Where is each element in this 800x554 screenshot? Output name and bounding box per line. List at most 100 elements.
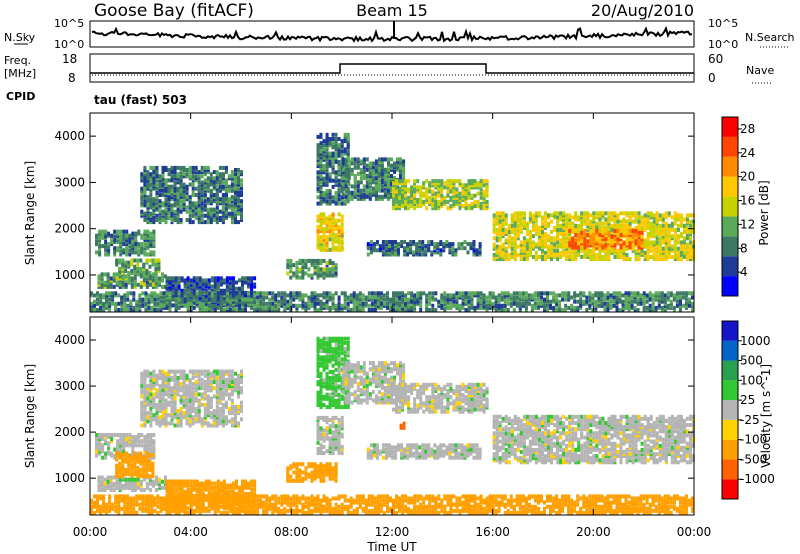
- data-cell: [495, 227, 499, 232]
- data-cell: [116, 445, 120, 450]
- data-cell: [652, 234, 656, 239]
- data-cell: [440, 181, 444, 186]
- data-cell: [689, 240, 692, 245]
- data-cell: [130, 282, 134, 287]
- data-cell: [558, 305, 562, 310]
- data-cell: [129, 301, 133, 306]
- data-cell: [322, 291, 326, 296]
- data-cell: [664, 211, 668, 216]
- data-cell: [615, 299, 619, 304]
- data-cell: [567, 295, 571, 300]
- data-cell: [119, 246, 123, 251]
- data-cell: [109, 278, 113, 283]
- data-cell: [146, 240, 150, 244]
- data-cell: [582, 301, 586, 306]
- data-cell: [319, 235, 323, 240]
- data-cell: [112, 481, 116, 486]
- data-cell: [111, 297, 115, 302]
- nave-tick-top: 60: [708, 52, 723, 66]
- data-cell: [126, 303, 130, 308]
- data-cell: [126, 293, 130, 298]
- data-cell: [148, 488, 152, 492]
- data-cell: [155, 186, 159, 191]
- data-cell: [416, 293, 420, 298]
- data-cell: [515, 291, 519, 296]
- data-cell: [568, 225, 572, 230]
- data-cell: [148, 264, 152, 269]
- data-cell: [185, 209, 189, 214]
- data-cell: [150, 295, 154, 300]
- data-cell: [552, 297, 556, 302]
- data-cell: [586, 223, 590, 228]
- data-cell: [133, 488, 137, 492]
- data-cell: [130, 481, 134, 486]
- data-cell: [528, 230, 532, 234]
- data-cell: [373, 299, 377, 304]
- data-cell: [663, 297, 667, 302]
- data-cell: [410, 295, 414, 300]
- data-cell: [479, 305, 483, 310]
- data-cell: [152, 165, 156, 170]
- data-cell: [198, 282, 202, 287]
- data-cell: [262, 301, 266, 306]
- data-cell: [552, 299, 556, 304]
- data-cell: [174, 305, 178, 310]
- data-cell: [231, 305, 235, 310]
- data-cell: [201, 301, 205, 306]
- data-cell: [685, 232, 689, 237]
- data-cell: [313, 299, 317, 304]
- data-cell: [122, 242, 126, 247]
- data-cell: [118, 258, 122, 263]
- y-tick-label: 4000: [54, 129, 85, 143]
- data-cell: [180, 293, 184, 298]
- data-cell: [213, 301, 217, 306]
- data-cell: [112, 276, 116, 281]
- data-cell: [610, 223, 614, 228]
- data-cell: [634, 237, 638, 242]
- data-cell: [573, 305, 577, 310]
- data-cell: [331, 261, 335, 265]
- data-cell: [390, 182, 393, 187]
- data-cell: [485, 189, 489, 194]
- data-cell: [445, 240, 449, 244]
- data-cell: [328, 157, 332, 162]
- data-cell: [146, 184, 150, 189]
- data-cell: [395, 295, 398, 300]
- data-cell: [513, 217, 517, 222]
- data-cell: [473, 183, 477, 188]
- data-cell: [110, 433, 114, 437]
- data-cell: [449, 181, 453, 186]
- data-cell: [579, 291, 583, 296]
- data-cell: [310, 261, 314, 265]
- data-cell: [334, 263, 338, 268]
- data-cell: [170, 205, 174, 210]
- data-cell: [524, 305, 528, 310]
- data-cell: [146, 237, 150, 242]
- data-cell: [504, 257, 508, 262]
- data-cell: [110, 439, 114, 444]
- data-cell: [458, 197, 462, 202]
- data-cell: [231, 295, 235, 300]
- data-cell: [409, 248, 413, 253]
- data-cell: [113, 453, 117, 458]
- data-cell: [301, 265, 305, 270]
- data-cell: [319, 189, 323, 194]
- data-cell: [476, 305, 480, 310]
- data-cell: [388, 248, 391, 253]
- data-cell: [346, 141, 350, 146]
- data-cell: [559, 217, 563, 222]
- data-cell: [235, 286, 238, 291]
- data-cell: [116, 439, 120, 444]
- noise-trace: [91, 25, 693, 43]
- data-cell: [137, 229, 141, 234]
- data-cell: [634, 241, 638, 246]
- data-cell: [380, 165, 384, 170]
- data-cell: [292, 271, 296, 276]
- data-cell: [194, 170, 198, 175]
- data-cell: [660, 297, 664, 302]
- data-cell: [133, 264, 137, 269]
- data-cell: [658, 238, 662, 243]
- data-cell: [161, 203, 165, 208]
- data-cell: [503, 291, 507, 296]
